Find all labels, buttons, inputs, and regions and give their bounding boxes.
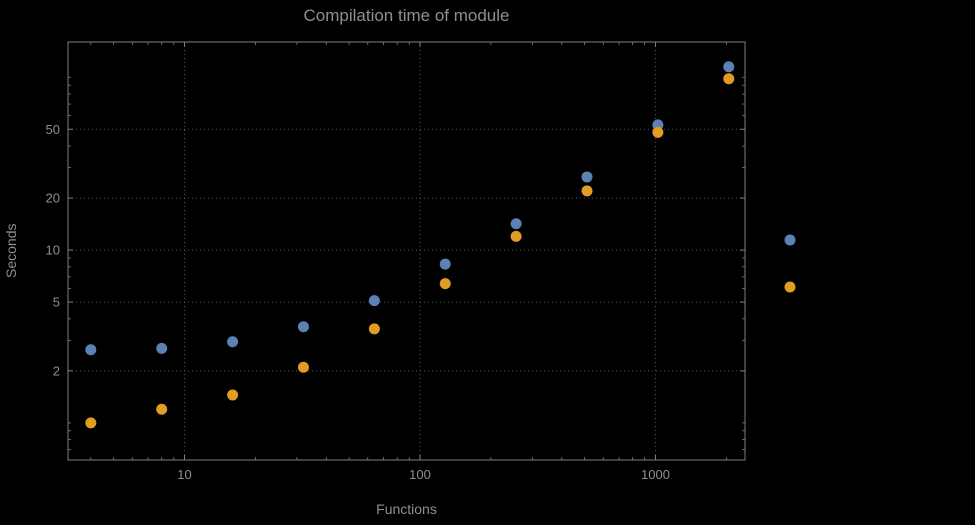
data-point-orange-series [439,278,451,290]
y-tick-label: 5 [53,295,60,310]
plot-frame [67,41,746,461]
data-point-orange-series [156,403,168,415]
y-tick-label: 50 [46,122,60,137]
data-point-blue-series [368,295,380,307]
data-point-blue-series [156,342,168,354]
data-point-orange-series [227,389,239,401]
chart-title: Compilation time of module [303,6,510,25]
data-point-blue-series [510,218,522,230]
data-point-orange-series [368,323,380,335]
x-tick-label: 10 [177,467,191,482]
y-tick-label: 10 [46,243,60,258]
y-axis-label: Seconds [3,223,19,279]
y-tick-label: 20 [46,191,60,206]
data-point-blue-series [297,321,309,333]
data-point-blue-series [439,258,451,270]
x-axis-label: Functions [376,501,437,517]
data-point-orange-series [510,230,522,242]
data-point-orange-series [581,185,593,197]
legend-marker-orange-series [784,281,796,293]
data-point-orange-series [652,126,664,138]
data-point-blue-series [581,171,593,183]
data-point-orange-series [723,73,735,85]
data-point-orange-series [85,417,97,429]
data-point-orange-series [297,361,309,373]
x-tick-label: 1000 [641,467,670,482]
data-point-blue-series [85,344,97,356]
x-tick-label: 100 [409,467,431,482]
y-tick-label: 2 [53,363,60,378]
data-point-blue-series [723,61,735,73]
legend-marker-blue-series [784,234,796,246]
data-point-blue-series [227,336,239,348]
